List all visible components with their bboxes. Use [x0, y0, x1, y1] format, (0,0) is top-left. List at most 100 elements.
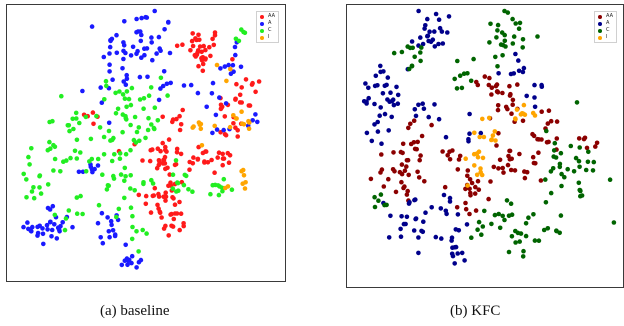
- point-aa: [163, 190, 168, 195]
- point-c: [58, 169, 63, 174]
- point-c: [520, 254, 526, 259]
- point-a: [228, 71, 234, 77]
- point-i: [493, 138, 498, 143]
- point-a: [369, 138, 375, 144]
- point-aa: [548, 118, 554, 124]
- point-c: [577, 145, 582, 150]
- point-aa: [522, 175, 528, 181]
- point-a: [134, 16, 139, 22]
- point-i: [490, 133, 496, 138]
- point-c: [24, 177, 29, 182]
- point-aa: [469, 180, 475, 186]
- point-i: [481, 134, 487, 140]
- point-i: [240, 167, 246, 173]
- point-aa: [412, 146, 418, 152]
- point-c: [158, 75, 164, 81]
- point-aa: [191, 155, 196, 160]
- point-c: [459, 85, 465, 91]
- point-a: [124, 72, 129, 78]
- point-c: [122, 165, 128, 171]
- point-aa: [207, 44, 212, 50]
- point-a: [109, 36, 115, 42]
- point-aa: [418, 153, 423, 158]
- point-a: [152, 8, 157, 14]
- point-c: [73, 110, 79, 116]
- point-aa: [593, 144, 598, 149]
- point-a: [389, 114, 394, 120]
- point-i: [472, 163, 477, 168]
- point-aa: [90, 110, 96, 115]
- point-a: [455, 212, 461, 217]
- point-aa: [155, 202, 160, 208]
- point-a: [232, 44, 238, 50]
- point-c: [74, 156, 80, 161]
- point-a: [438, 206, 444, 211]
- point-a: [440, 41, 446, 46]
- point-a: [467, 111, 472, 117]
- point-c: [83, 169, 89, 174]
- point-a: [204, 104, 209, 110]
- legend-label-i: I: [268, 34, 270, 40]
- point-c: [573, 155, 579, 161]
- point-c: [487, 40, 492, 45]
- point-a: [145, 74, 150, 80]
- point-c: [607, 177, 613, 182]
- point-c: [509, 212, 515, 217]
- point-aa: [177, 113, 182, 119]
- point-c: [183, 173, 189, 179]
- point-aa: [474, 79, 479, 85]
- point-c: [384, 202, 389, 208]
- point-aa: [531, 133, 537, 139]
- point-aa: [494, 143, 499, 148]
- point-a: [135, 29, 141, 34]
- point-a: [213, 112, 219, 118]
- point-aa: [239, 85, 244, 90]
- point-c: [482, 208, 487, 214]
- point-c: [210, 182, 215, 188]
- point-a: [98, 85, 103, 90]
- point-aa: [178, 151, 184, 157]
- point-a: [121, 48, 126, 54]
- point-a: [30, 224, 35, 230]
- point-aa: [212, 170, 217, 175]
- point-aa: [200, 150, 206, 156]
- point-c: [112, 152, 117, 157]
- point-c: [123, 151, 129, 157]
- caption-kfc: (b) KFC: [450, 303, 501, 319]
- point-i: [521, 102, 527, 108]
- point-aa: [195, 50, 200, 55]
- point-aa: [178, 211, 184, 216]
- point-aa: [495, 107, 501, 113]
- point-aa: [219, 104, 225, 110]
- point-a: [134, 265, 139, 270]
- point-i: [199, 143, 205, 148]
- point-aa: [546, 108, 552, 113]
- point-c: [106, 128, 112, 134]
- point-aa: [489, 85, 495, 90]
- point-aa: [447, 157, 453, 162]
- point-a: [41, 241, 46, 247]
- point-c: [88, 136, 94, 142]
- point-c: [552, 140, 558, 146]
- point-a: [149, 35, 154, 40]
- point-aa: [486, 196, 491, 202]
- point-c: [476, 219, 482, 225]
- point-i: [212, 123, 217, 129]
- point-c: [146, 93, 152, 98]
- point-a: [361, 99, 367, 104]
- point-a: [76, 169, 82, 175]
- point-aa: [197, 37, 202, 43]
- point-c: [576, 158, 582, 164]
- point-aa: [156, 158, 162, 163]
- point-aa: [220, 162, 225, 168]
- point-aa: [530, 154, 536, 160]
- point-a: [129, 253, 135, 259]
- point-c: [137, 138, 142, 144]
- point-c: [504, 198, 510, 203]
- point-aa: [411, 118, 417, 123]
- point-aa: [463, 186, 468, 192]
- point-aa: [472, 191, 478, 196]
- point-c: [409, 63, 415, 69]
- point-aa: [391, 150, 396, 155]
- point-c: [457, 73, 463, 78]
